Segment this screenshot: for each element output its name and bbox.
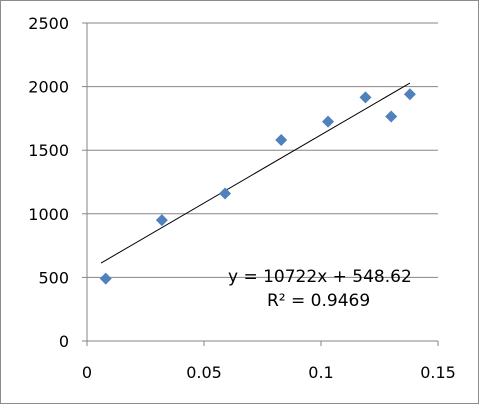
x-tick-label-1: 0.05	[186, 363, 222, 382]
data-point-0-3	[275, 134, 288, 147]
trendline-linear	[100, 82, 411, 264]
y-tick-label-1: 500	[38, 268, 69, 287]
x-tick-label-0: 0	[82, 363, 92, 382]
data-point-0-2	[219, 187, 232, 200]
x-tick-label-2: 0.1	[308, 363, 333, 382]
data-point-0-1	[155, 214, 168, 227]
data-points	[99, 88, 416, 285]
gridlines	[87, 22, 438, 278]
data-point-0-4	[322, 115, 335, 128]
y-tick-label-5: 2500	[28, 14, 69, 33]
trendline-equation: y = 10722x + 548.62	[228, 267, 412, 287]
x-tick-label-3: 0.15	[420, 363, 456, 382]
y-tick-label-3: 1500	[28, 141, 69, 160]
data-point-0-5	[359, 91, 372, 104]
y-tick-label-4: 2000	[28, 78, 69, 97]
r-squared-label: R² = 0.9469	[267, 291, 370, 311]
data-point-0-7	[403, 88, 416, 101]
trendline	[100, 82, 411, 264]
axes	[82, 22, 439, 346]
y-tick-label-2: 1000	[28, 205, 69, 224]
tick-labels: 0 500 1000 1500 2000 2500 0 0.05 0.1 0.15	[28, 14, 456, 382]
data-point-0-0	[99, 272, 112, 285]
data-point-0-6	[385, 110, 398, 123]
y-tick-label-0: 0	[59, 332, 69, 351]
